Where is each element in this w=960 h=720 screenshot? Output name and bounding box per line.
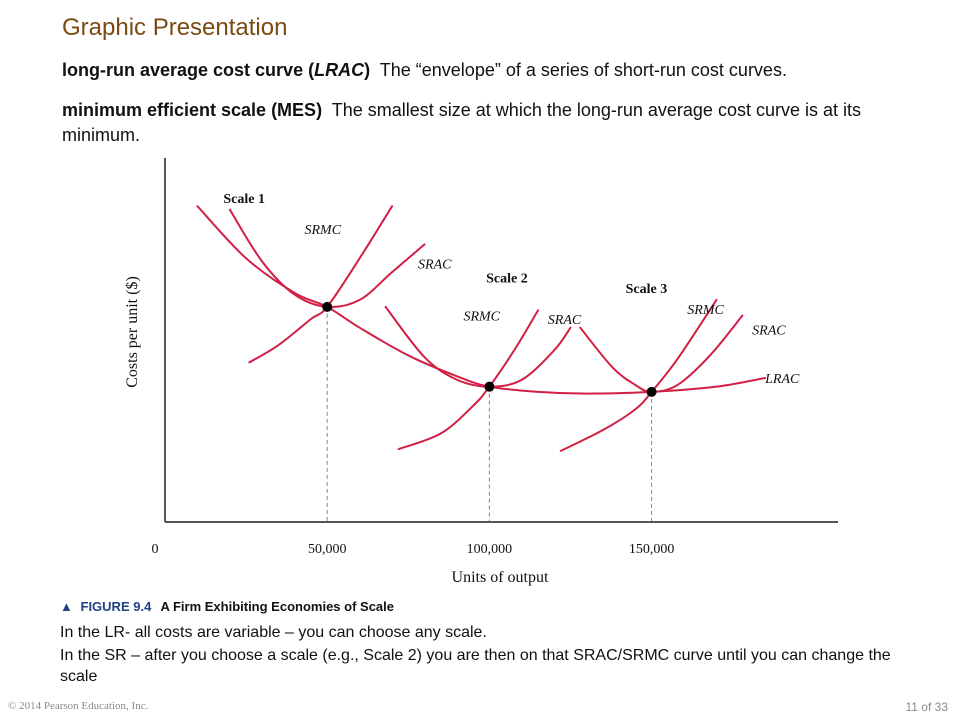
curve-label-srac-3: SRAC — [548, 313, 582, 328]
definition-mes-text: The smallest size at which the long-run … — [62, 100, 861, 145]
curve-label-srac-1: SRAC — [418, 258, 452, 273]
term-mes: minimum efficient scale (MES) — [62, 100, 323, 120]
x-tick-label-3: 150,000 — [629, 542, 675, 557]
triangle-icon: ▲ — [60, 599, 73, 614]
curve-label-srac-5: SRAC — [752, 324, 786, 339]
curve-srmc-6 — [559, 298, 718, 452]
x-tick-label-2: 100,000 — [467, 542, 513, 557]
cost-curves-chart: 0 50,000 100,000 150,000 Units of output Cost… — [124, 158, 838, 586]
definition-mes: minimum efficient scale (MES) The smalle… — [62, 98, 932, 148]
definition-lrac-text: The “envelope” of a series of short-run … — [379, 60, 787, 80]
slide-title: Graphic Presentation — [62, 14, 288, 41]
tangency-point-3 — [646, 386, 657, 397]
note-short-run: In the SR – after you choose a scale (e.… — [60, 647, 891, 685]
labels-group: 0 50,000 100,000 150,000 Units of output Cost… — [124, 192, 800, 586]
curve-label-srmc-4: SRMC — [687, 303, 724, 318]
curve-label-srmc-0: SRMC — [304, 223, 341, 238]
definition-lrac: long-run average cost curve (LRAC) The “… — [62, 58, 932, 83]
tangency-point-1 — [322, 301, 333, 312]
figure-label: FIGURE 9.4 — [80, 599, 152, 614]
axes-group — [164, 158, 838, 523]
copyright: © 2014 Pearson Education, Inc. — [8, 700, 149, 712]
curves-group — [196, 205, 767, 452]
scale-label-1: Scale 1 — [223, 192, 265, 207]
page-number: 11 of 33 — [905, 700, 948, 714]
guides-group — [326, 306, 653, 522]
term-lrac: long-run average cost curve (LRAC) — [62, 60, 371, 80]
x-tick-label-0: 0 — [152, 542, 159, 557]
scale-label-2: Scale 2 — [486, 272, 528, 287]
figure-caption: ▲ FIGURE 9.4 A Firm Exhibiting Economies… — [60, 599, 394, 614]
x-tick-label-1: 50,000 — [308, 542, 347, 557]
curve-srmc-2 — [248, 205, 394, 364]
tangency-point-2 — [484, 381, 495, 392]
y-axis-label: Costs per unit ($) — [124, 276, 141, 388]
curve-label-lrac-6: LRAC — [764, 372, 800, 387]
x-axis-label: Units of output — [452, 569, 549, 586]
curve-lrac-0 — [196, 205, 767, 395]
scale-label-3: Scale 3 — [626, 282, 668, 297]
curve-label-srmc-2: SRMC — [463, 310, 500, 325]
note-long-run: In the LR- all costs are variable – you … — [60, 624, 487, 641]
figure-title: A Firm Exhibiting Economies of Scale — [160, 599, 394, 614]
points-group — [322, 301, 657, 397]
curve-srmc-4 — [397, 309, 540, 451]
